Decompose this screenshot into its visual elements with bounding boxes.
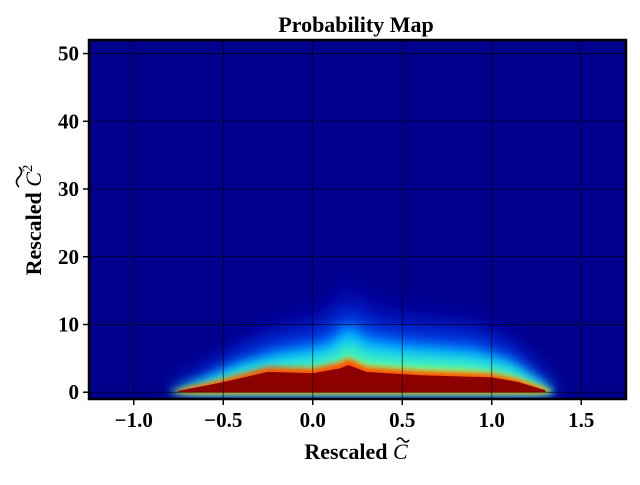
y-axis-ticks: 0 10 20 30 40 50 (58, 42, 89, 404)
x-tick-label: 1.0 (479, 408, 505, 432)
y-tick-label: 50 (58, 42, 79, 66)
plot-frame (87, 38, 628, 401)
x-tick-label: −0.5 (204, 408, 242, 432)
y-axis-label-superscript: 2 (20, 165, 36, 173)
heatmap-density (169, 277, 555, 393)
y-axis-label-prefix: Rescaled (21, 187, 46, 276)
x-tick-label: −1.0 (115, 408, 153, 432)
y-axis-label: Rescaled C2 (15, 165, 46, 276)
x-tick-label: 1.5 (568, 408, 594, 432)
chart-title: Probability Map (278, 12, 433, 37)
y-tick-label: 0 (69, 380, 80, 404)
x-axis-label-symbol: C (393, 439, 408, 464)
x-axis-label-tilde (396, 437, 410, 443)
svg-text:Rescaled C2: Rescaled C2 (20, 165, 46, 276)
y-tick-label: 30 (58, 177, 79, 201)
density-level-peak (178, 365, 546, 393)
y-tick-label: 40 (58, 109, 79, 133)
y-axis-label-symbol: C (21, 172, 46, 187)
x-axis-ticks: −1.0 −0.5 0.0 0.5 1.0 1.5 (115, 399, 594, 432)
x-tick-label: 0.5 (389, 408, 415, 432)
x-axis-label-prefix: Rescaled (304, 439, 393, 464)
y-tick-label: 10 (58, 312, 79, 336)
x-axis-label: Rescaled C (304, 439, 408, 464)
y-tick-label: 20 (58, 245, 79, 269)
y-axis-label-tilde (15, 166, 23, 188)
x-tick-label: 0.0 (300, 408, 326, 432)
grid-lines (89, 40, 626, 399)
